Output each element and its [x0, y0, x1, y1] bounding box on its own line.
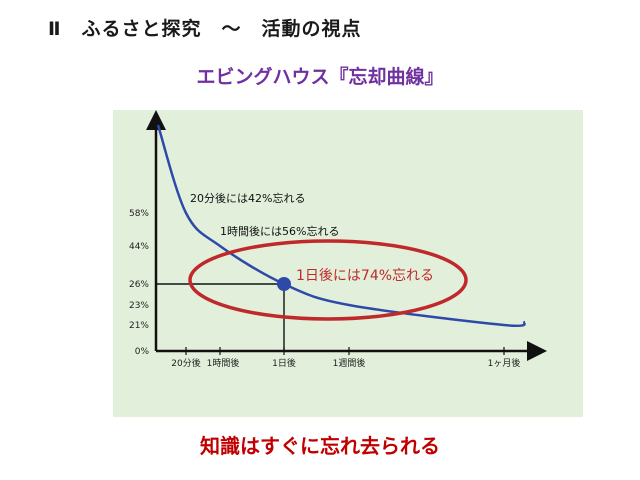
chart-title: エビングハウス『忘却曲線』 [196, 66, 444, 88]
data-point-1day [277, 277, 291, 291]
annotation-1day: 1日後には74%忘れる [296, 268, 434, 284]
forgetting-curve-chart: 58% 44% 26% 23% 21% 0% 20分後 1時間後 1日後 1週間… [129, 110, 547, 369]
chart-panel: 58% 44% 26% 23% 21% 0% 20分後 1時間後 1日後 1週間… [113, 110, 583, 417]
x-tick-label-20min: 20分後 [171, 357, 200, 369]
highlight-ellipse [188, 239, 468, 321]
y-tick-label-44: 44% [129, 242, 149, 252]
series-line-forgetting-curve [156, 124, 526, 328]
y-tick-label-26: 26% [129, 280, 149, 290]
x-tick-label-1week: 1週間後 [333, 357, 366, 369]
y-tick-label-0: 0% [135, 347, 150, 357]
slide-title: Ⅱ ふるさと探究 ～ 活動の視点 [48, 18, 362, 40]
annotation-1hour: 1時間後には56%忘れる [220, 224, 339, 238]
y-tick-label-58: 58% [129, 209, 149, 219]
x-tick-label-1month: 1ヶ月後 [488, 357, 521, 369]
x-tick-label-1day: 1日後 [272, 357, 296, 369]
y-tick-label-23: 23% [129, 301, 149, 311]
annotation-20min: 20分後には42%忘れる [190, 191, 305, 205]
conclusion-text: 知識はすぐに忘れ去られる [200, 434, 440, 458]
y-tick-label-21: 21% [129, 321, 149, 331]
x-tick-label-1hour: 1時間後 [207, 357, 240, 369]
